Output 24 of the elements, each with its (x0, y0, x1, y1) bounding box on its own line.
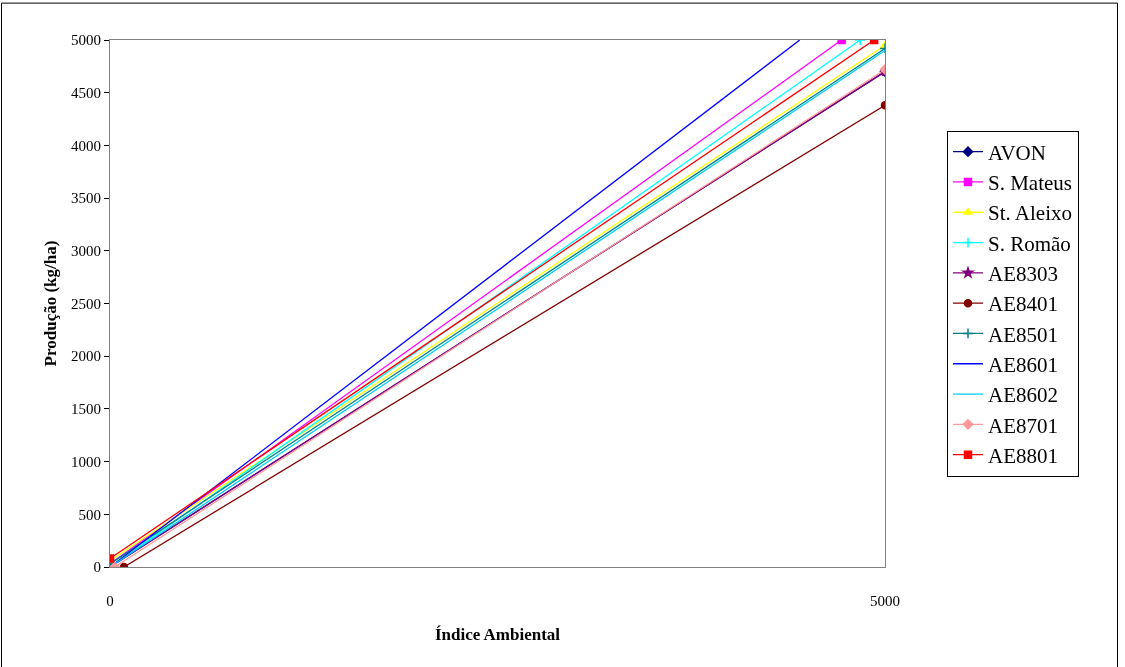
legend-label: St. Aleixo (988, 201, 1073, 226)
y-tick-label: 1000 (71, 453, 101, 470)
legend-label: AE8701 (988, 413, 1058, 438)
y-tick-label: 4000 (71, 137, 101, 154)
legend-label: AE8601 (988, 352, 1058, 377)
legend-label: AE8501 (988, 322, 1058, 347)
y-tick-label: 2500 (71, 295, 101, 312)
y-tick-label: 5000 (71, 32, 101, 49)
y-tick-label: 500 (78, 506, 101, 523)
y-tick-label: 4500 (71, 84, 101, 101)
y-tick-label: 3500 (71, 190, 101, 207)
x-axis-title: Índice Ambiental (434, 625, 561, 645)
legend-label: AE8303 (988, 262, 1058, 287)
y-tick-label: 3000 (71, 243, 101, 260)
legend-label: AE8602 (988, 383, 1058, 408)
y-tick-label: 2000 (71, 348, 101, 365)
y-axis-title: Produção (kg/ha) (40, 240, 60, 367)
legend-label: S. Mateus (988, 171, 1072, 196)
y-tick-label: 0 (93, 559, 101, 576)
legend-label: AVON (988, 140, 1046, 165)
legend-label: AE8801 (988, 443, 1058, 468)
y-tick-label: 1500 (71, 401, 101, 418)
legend-label: S. Romão (988, 231, 1071, 256)
legend-label: AE8401 (988, 292, 1058, 317)
